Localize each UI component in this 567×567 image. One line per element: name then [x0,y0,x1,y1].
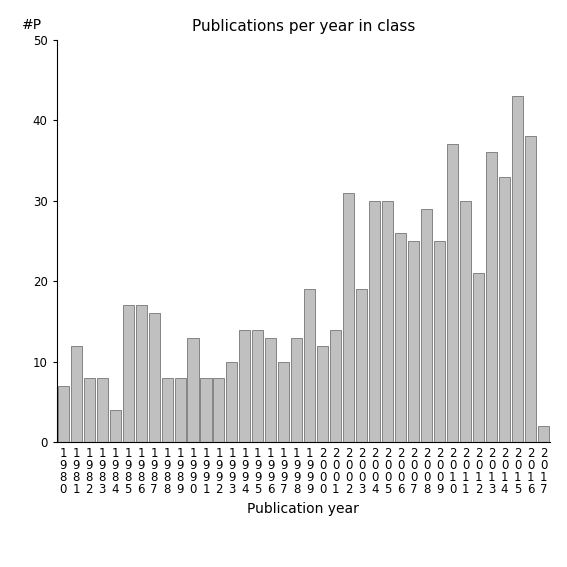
Bar [318,346,328,442]
Bar [58,386,69,442]
Bar [239,329,251,442]
Bar [201,378,211,442]
Bar [356,289,367,442]
Bar [304,289,315,442]
Bar [122,306,134,442]
Bar [525,136,536,442]
Bar [460,201,471,442]
Bar [538,426,549,442]
Bar [291,337,302,442]
Bar [486,153,497,442]
Bar [213,378,225,442]
Bar [226,362,238,442]
Bar [382,201,393,442]
Bar [162,378,172,442]
Bar [447,145,458,442]
Bar [421,209,432,442]
Bar [343,193,354,442]
Title: Publications per year in class: Publications per year in class [192,19,415,35]
Bar [109,410,121,442]
Bar [136,306,147,442]
Bar [512,96,523,442]
Bar [434,241,445,442]
Bar [408,241,419,442]
Bar [175,378,185,442]
Text: #P: #P [22,18,43,32]
Bar [96,378,108,442]
Bar [499,176,510,442]
Bar [473,273,484,442]
Bar [369,201,380,442]
X-axis label: Publication year: Publication year [247,502,359,515]
Bar [265,337,276,442]
Bar [71,346,82,442]
Bar [188,337,198,442]
Bar [149,314,159,442]
Bar [395,233,406,442]
Bar [84,378,95,442]
Bar [278,362,289,442]
Bar [252,329,264,442]
Bar [331,329,341,442]
